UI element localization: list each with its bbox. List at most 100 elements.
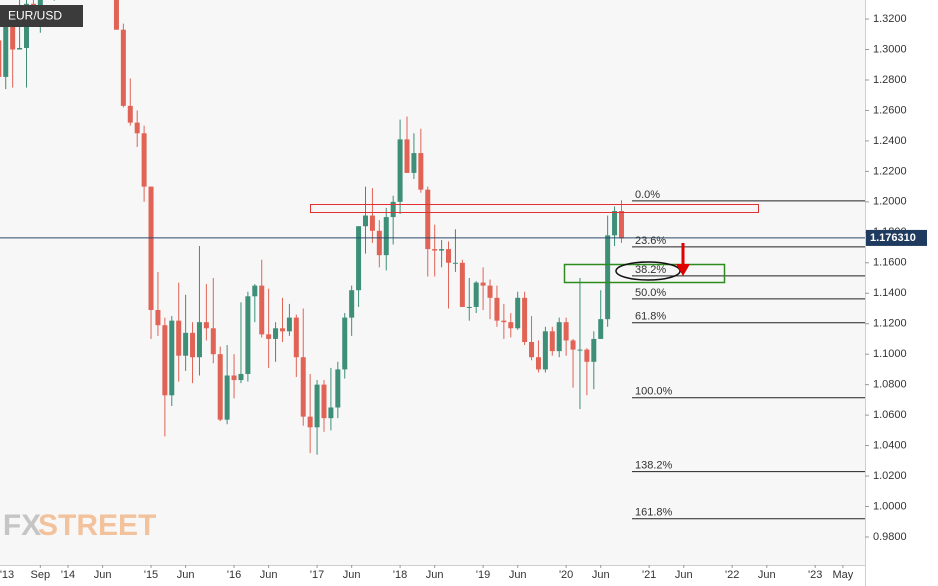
candle-body bbox=[321, 384, 327, 419]
x-tick-label: '18 bbox=[393, 569, 407, 581]
x-tick-label: '22 bbox=[725, 569, 739, 581]
candle-body bbox=[605, 235, 611, 320]
candle-body bbox=[459, 262, 465, 307]
x-tick-label: Jun bbox=[343, 569, 361, 581]
y-tick-label: 1.1200 bbox=[873, 318, 907, 330]
y-tick-label: 1.0200 bbox=[873, 470, 907, 482]
x-tick-label: Jun bbox=[758, 569, 776, 581]
arrow-head bbox=[676, 264, 690, 276]
candle-body bbox=[549, 331, 555, 352]
candle-body bbox=[556, 322, 562, 352]
x-tick-label: '23 bbox=[808, 569, 822, 581]
candle-body bbox=[217, 354, 223, 420]
candle-body bbox=[141, 133, 147, 187]
watermark-fx: FX bbox=[3, 509, 41, 542]
y-tick-label: 1.1000 bbox=[873, 348, 907, 360]
y-tick-label: 1.2600 bbox=[873, 104, 907, 116]
candle-body bbox=[224, 375, 230, 420]
candle-body bbox=[529, 341, 535, 358]
x-tick-label: '13 bbox=[0, 569, 14, 581]
candle-body bbox=[404, 139, 410, 173]
candle-body bbox=[542, 331, 548, 370]
candle-body bbox=[369, 215, 375, 231]
x-tick-label: Jun bbox=[509, 569, 527, 581]
candle-body bbox=[148, 186, 154, 310]
candle-body bbox=[293, 317, 299, 358]
candle-body bbox=[176, 320, 182, 356]
candle-body bbox=[127, 105, 133, 123]
candle-body bbox=[473, 282, 479, 307]
fib-label: 0.0% bbox=[635, 189, 660, 201]
symbol-label: EUR/USD bbox=[8, 9, 62, 23]
x-tick-label: '21 bbox=[642, 569, 656, 581]
candle-body bbox=[501, 320, 507, 323]
candle-body bbox=[238, 373, 244, 381]
x-tick-label: Jun bbox=[426, 569, 444, 581]
candle-body bbox=[328, 407, 334, 419]
y-tick-label: 1.0400 bbox=[873, 439, 907, 451]
candle-body bbox=[335, 369, 341, 408]
x-tick-label: Jun bbox=[592, 569, 610, 581]
candle-body bbox=[397, 139, 403, 202]
candle-body bbox=[570, 340, 576, 350]
symbol-box bbox=[0, 5, 83, 27]
fib-label: 38.2% bbox=[635, 264, 666, 276]
x-tick-label: '15 bbox=[144, 569, 158, 581]
x-tick-label: '17 bbox=[310, 569, 324, 581]
candle-body bbox=[259, 285, 265, 335]
candle-body bbox=[0, 40, 2, 77]
candle-body bbox=[446, 249, 452, 263]
fib-label: 23.6% bbox=[635, 235, 666, 247]
candle-body bbox=[452, 262, 458, 264]
candle-body bbox=[203, 322, 209, 329]
fib-label: 138.2% bbox=[635, 460, 673, 472]
candle-body bbox=[480, 282, 486, 286]
y-tick-label: 1.3200 bbox=[873, 13, 907, 25]
candle-body bbox=[383, 217, 389, 256]
candle-body bbox=[245, 296, 251, 374]
candle-body bbox=[508, 322, 514, 329]
last-price-box bbox=[866, 229, 927, 246]
candle-body bbox=[376, 230, 382, 256]
candle-body bbox=[466, 306, 472, 308]
y-tick-label: 1.2400 bbox=[873, 135, 907, 147]
plot-area bbox=[0, 0, 865, 565]
fib-label: 61.8% bbox=[635, 311, 666, 323]
candle-body bbox=[113, 0, 119, 30]
candle-body bbox=[279, 328, 285, 332]
candle-body bbox=[618, 210, 624, 239]
candle-body bbox=[162, 325, 168, 396]
x-tick-label: May bbox=[832, 569, 853, 581]
resistance-box bbox=[310, 204, 759, 213]
candle-body bbox=[349, 290, 355, 318]
candle-body bbox=[190, 332, 196, 358]
candle-body bbox=[120, 29, 126, 106]
fib-label: 50.0% bbox=[635, 287, 666, 299]
x-tick-label: Jun bbox=[177, 569, 195, 581]
y-tick-label: 1.1600 bbox=[873, 257, 907, 269]
candle-body bbox=[266, 334, 272, 339]
y-tick-label: 1.2000 bbox=[873, 196, 907, 208]
candle-body bbox=[418, 153, 424, 190]
y-tick-label: 1.0000 bbox=[873, 500, 907, 512]
candle-body bbox=[273, 328, 279, 339]
time-axis-area bbox=[0, 565, 865, 586]
candle-body bbox=[390, 201, 396, 218]
fib-ellipse bbox=[615, 261, 681, 281]
candle-body bbox=[307, 416, 313, 428]
candle-body bbox=[314, 384, 320, 428]
candle-body bbox=[487, 285, 493, 298]
annotations bbox=[310, 204, 759, 284]
candle-body bbox=[3, 23, 9, 77]
candle-body bbox=[612, 210, 618, 236]
candle-body bbox=[183, 332, 189, 356]
candle-body bbox=[342, 317, 348, 370]
candle-body bbox=[584, 349, 590, 362]
candle-body bbox=[300, 357, 306, 417]
x-tick-label: '16 bbox=[227, 569, 241, 581]
candle-body bbox=[515, 297, 521, 329]
candle-body bbox=[362, 215, 368, 227]
candle-body bbox=[535, 357, 541, 370]
candle-body bbox=[210, 328, 216, 355]
